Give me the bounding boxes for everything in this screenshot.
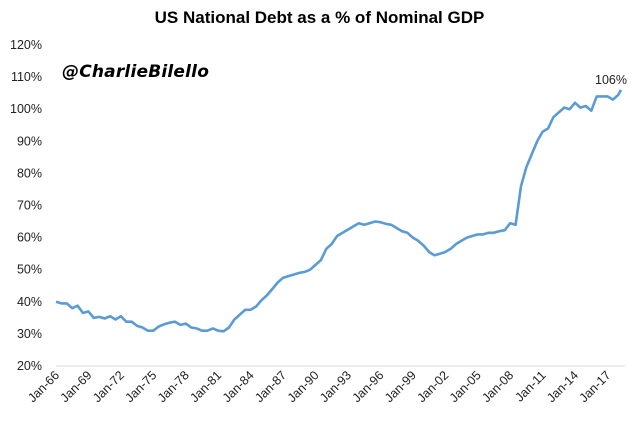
y-tick-label: 70%	[17, 199, 42, 213]
y-tick-label: 30%	[17, 327, 42, 341]
y-tick-label: 80%	[17, 166, 42, 180]
y-tick-label: 110%	[11, 70, 42, 84]
x-tick-label: Jan-87	[252, 368, 289, 405]
x-tick-label: Jan-11	[512, 368, 548, 404]
x-tick-label: Jan-72	[90, 368, 127, 405]
x-tick-label: Jan-99	[382, 368, 419, 405]
y-tick-label: 120%	[10, 38, 42, 52]
watermark: @CharlieBilello	[62, 62, 210, 82]
x-tick-label: Jan-08	[479, 368, 516, 405]
x-tick-label: Jan-69	[58, 368, 95, 405]
x-tick-label: Jan-78	[155, 368, 192, 405]
x-tick-label: Jan-66	[25, 368, 62, 405]
x-tick-label: Jan-05	[447, 368, 484, 405]
x-tick-label: Jan-75	[123, 368, 160, 405]
y-tick-label: 40%	[17, 295, 42, 309]
y-tick-label: 50%	[17, 263, 42, 277]
y-tick-label: 100%	[10, 102, 42, 116]
y-tick-label: 60%	[17, 231, 42, 245]
x-tick-label: Jan-90	[285, 368, 322, 405]
x-tick-label: Jan-84	[220, 368, 257, 405]
x-tick-label: Jan-17	[577, 368, 614, 405]
y-tick-label: 90%	[17, 134, 42, 148]
x-tick-label: Jan-02	[414, 368, 451, 405]
x-tick-label: Jan-81	[187, 368, 224, 405]
x-tick-label: Jan-93	[317, 368, 354, 405]
y-tick-label: 20%	[17, 359, 42, 373]
series-line-debt-gdp	[55, 89, 623, 333]
end-value-label: 106%	[595, 73, 627, 87]
x-tick-label: Jan-14	[544, 368, 581, 405]
chart-title: US National Debt as a % of Nominal GDP	[154, 8, 485, 27]
x-tick-label: Jan-96	[350, 368, 387, 405]
